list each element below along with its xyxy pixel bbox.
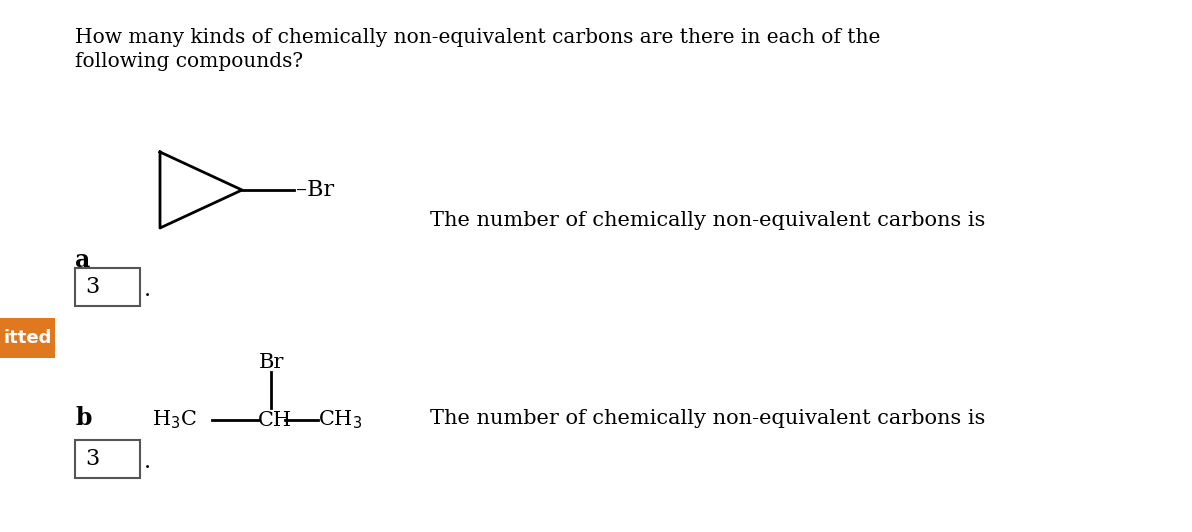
Text: The number of chemically non-equivalent carbons is: The number of chemically non-equivalent … bbox=[430, 409, 986, 428]
Text: 3: 3 bbox=[85, 448, 99, 470]
Text: b: b bbox=[75, 406, 92, 430]
Text: following compounds?: following compounds? bbox=[75, 52, 303, 71]
Text: H$_3$C: H$_3$C bbox=[153, 409, 197, 431]
Bar bbox=[75, 440, 139, 478]
Text: a: a bbox=[75, 248, 91, 272]
Text: How many kinds of chemically non-equivalent carbons are there in each of the: How many kinds of chemically non-equival… bbox=[75, 28, 881, 47]
Text: CH$_3$: CH$_3$ bbox=[318, 409, 362, 431]
Text: .: . bbox=[144, 279, 151, 301]
Bar bbox=[0, 318, 55, 358]
Text: Br: Br bbox=[259, 353, 284, 372]
Text: 3: 3 bbox=[85, 276, 99, 298]
Bar bbox=[75, 268, 139, 306]
Text: CH: CH bbox=[257, 411, 292, 429]
Text: The number of chemically non-equivalent carbons is: The number of chemically non-equivalent … bbox=[430, 211, 986, 229]
Text: .: . bbox=[144, 451, 151, 473]
Text: itted: itted bbox=[4, 329, 52, 347]
Text: –Br: –Br bbox=[296, 179, 334, 201]
